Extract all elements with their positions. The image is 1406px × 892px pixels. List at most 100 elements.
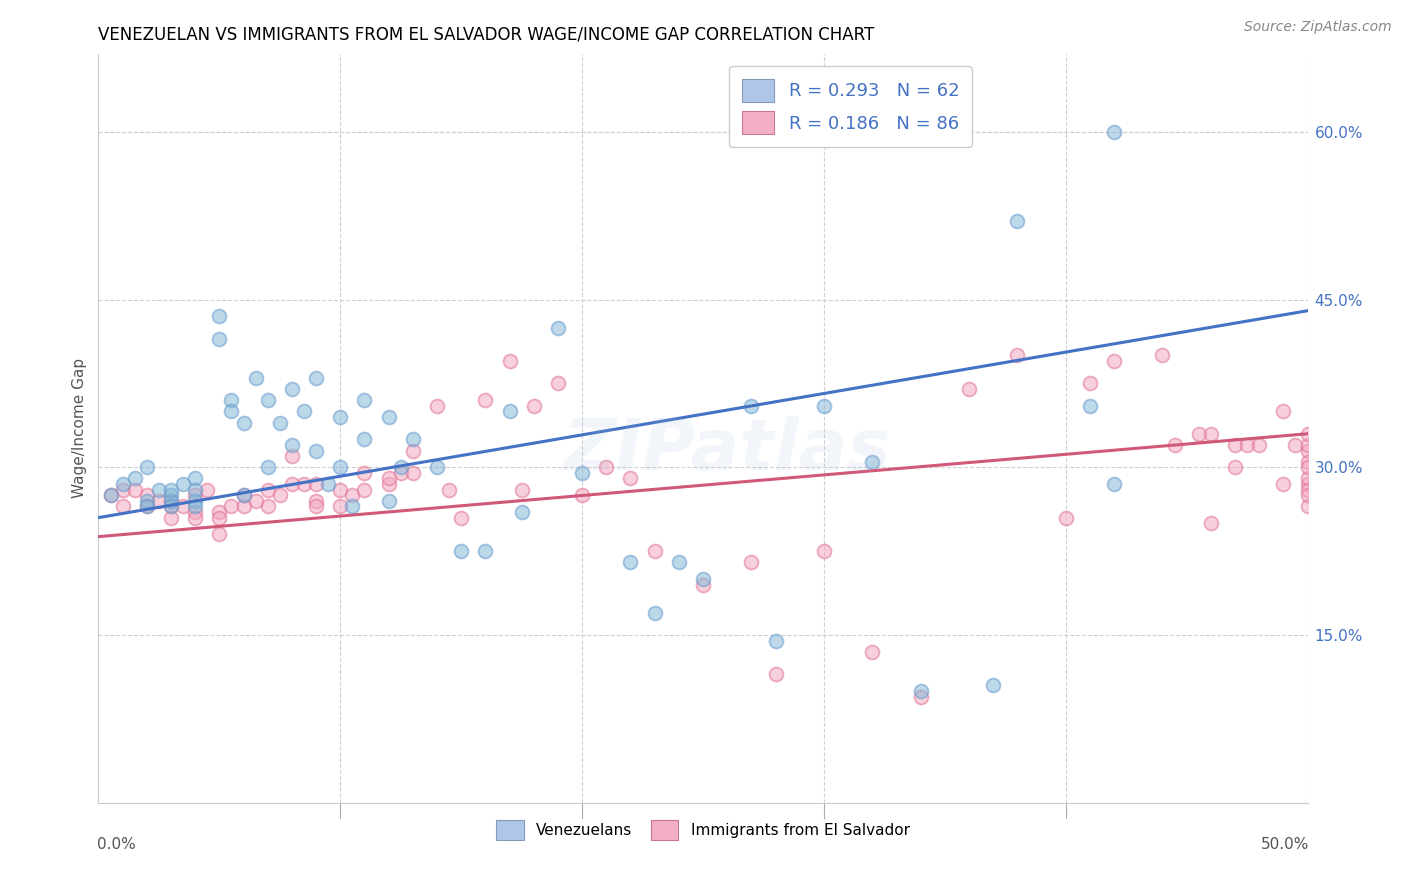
Point: [353, 433, 375, 447]
Point: [353, 466, 375, 480]
Point: [256, 483, 278, 497]
Point: [184, 471, 207, 485]
Point: [305, 493, 328, 508]
Point: [208, 505, 231, 519]
Point: [402, 443, 425, 458]
Point: [305, 443, 328, 458]
Point: [184, 510, 207, 524]
Point: [1102, 125, 1125, 139]
Point: [402, 466, 425, 480]
Point: [256, 393, 278, 408]
Point: [269, 416, 291, 430]
Point: [1199, 426, 1222, 441]
Point: [1296, 438, 1319, 452]
Point: [910, 690, 932, 704]
Point: [135, 493, 157, 508]
Point: [619, 555, 641, 569]
Point: [1163, 438, 1185, 452]
Point: [281, 438, 304, 452]
Point: [498, 354, 520, 368]
Point: [184, 488, 207, 502]
Point: [1236, 438, 1258, 452]
Y-axis label: Wage/Income Gap: Wage/Income Gap: [72, 358, 87, 499]
Point: [100, 488, 122, 502]
Point: [160, 510, 183, 524]
Point: [281, 449, 304, 463]
Point: [232, 488, 254, 502]
Point: [353, 393, 375, 408]
Point: [450, 544, 472, 558]
Point: [1296, 443, 1319, 458]
Point: [474, 393, 496, 408]
Point: [111, 483, 134, 497]
Point: [221, 404, 243, 418]
Point: [184, 500, 207, 514]
Point: [208, 527, 231, 541]
Point: [402, 433, 425, 447]
Point: [208, 510, 231, 524]
Point: [426, 399, 449, 413]
Point: [571, 466, 593, 480]
Point: [1249, 438, 1271, 452]
Point: [245, 371, 267, 385]
Point: [342, 488, 364, 502]
Point: [232, 500, 254, 514]
Point: [1284, 438, 1306, 452]
Point: [160, 500, 183, 514]
Point: [437, 483, 460, 497]
Point: [813, 544, 835, 558]
Point: [692, 572, 714, 586]
Point: [160, 483, 183, 497]
Point: [100, 488, 122, 502]
Point: [1102, 354, 1125, 368]
Point: [450, 510, 472, 524]
Point: [135, 488, 157, 502]
Point: [1199, 516, 1222, 531]
Point: [148, 493, 170, 508]
Point: [1102, 477, 1125, 491]
Point: [668, 555, 690, 569]
Point: [510, 505, 533, 519]
Point: [692, 578, 714, 592]
Text: ZIPatlas: ZIPatlas: [564, 417, 891, 485]
Point: [377, 471, 399, 485]
Point: [184, 505, 207, 519]
Point: [426, 460, 449, 475]
Point: [740, 555, 762, 569]
Point: [232, 416, 254, 430]
Point: [329, 460, 352, 475]
Point: [160, 500, 183, 514]
Point: [1078, 399, 1101, 413]
Point: [135, 500, 157, 514]
Point: [124, 483, 146, 497]
Point: [1296, 471, 1319, 485]
Point: [1223, 460, 1246, 475]
Point: [232, 488, 254, 502]
Point: [981, 678, 1004, 692]
Point: [184, 483, 207, 497]
Point: [269, 488, 291, 502]
Point: [498, 404, 520, 418]
Point: [765, 667, 787, 681]
Point: [1296, 488, 1319, 502]
Legend: Venezuelans, Immigrants from El Salvador: Venezuelans, Immigrants from El Salvador: [489, 813, 917, 847]
Point: [1296, 483, 1319, 497]
Point: [765, 633, 787, 648]
Point: [860, 645, 883, 659]
Point: [1078, 376, 1101, 391]
Point: [256, 460, 278, 475]
Point: [1054, 510, 1077, 524]
Point: [148, 483, 170, 497]
Point: [135, 460, 157, 475]
Point: [389, 466, 412, 480]
Point: [474, 544, 496, 558]
Point: [1272, 477, 1295, 491]
Text: 0.0%: 0.0%: [97, 837, 136, 852]
Point: [111, 477, 134, 491]
Point: [184, 493, 207, 508]
Point: [1296, 460, 1319, 475]
Point: [135, 500, 157, 514]
Point: [571, 488, 593, 502]
Point: [329, 500, 352, 514]
Point: [245, 493, 267, 508]
